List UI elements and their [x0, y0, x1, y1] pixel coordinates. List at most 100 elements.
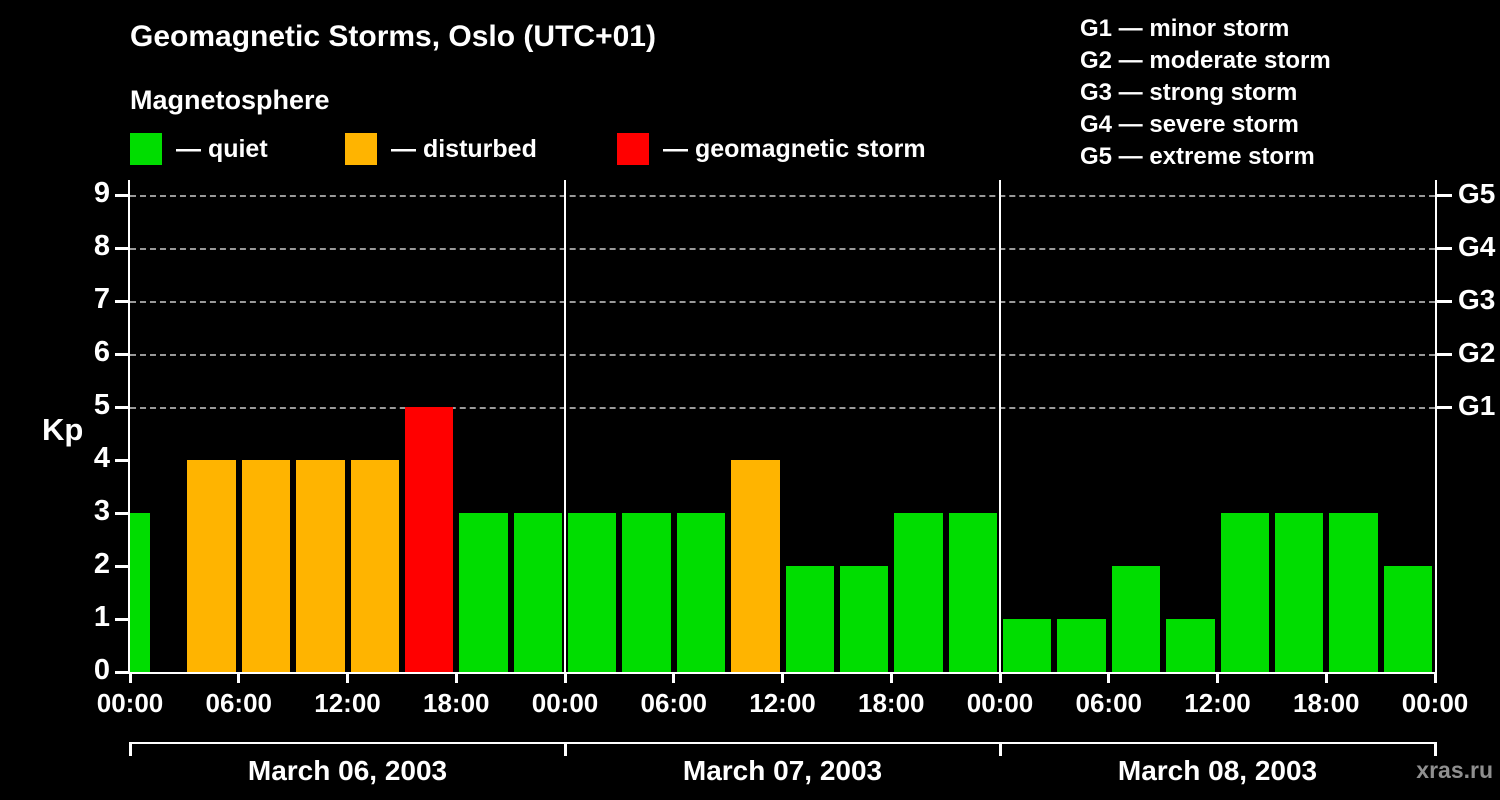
y-tick-mark [115, 564, 130, 568]
kp-bar [130, 513, 150, 672]
g-tick-mark [1437, 299, 1452, 303]
kp-bar [1220, 513, 1269, 672]
quiet-legend-label: — quiet [176, 135, 268, 163]
date-axis-tick [998, 742, 1002, 756]
g-scale-legend-item: G1 — minor storm [1080, 15, 1290, 42]
x-time-label: 06:00 [1075, 688, 1143, 718]
g-axis-label-G2: G2 [1458, 337, 1496, 368]
x-tick-mark [998, 674, 1002, 683]
date-axis-line [130, 742, 1435, 744]
kp-bar [948, 513, 997, 672]
g-axis-label-G4: G4 [1458, 231, 1496, 262]
y-tick-mark [115, 511, 130, 515]
kp-gridline-5 [130, 407, 1435, 409]
x-tick-mark [1216, 674, 1219, 683]
x-time-label: 12:00 [314, 688, 381, 718]
g-tick-mark [1437, 405, 1452, 409]
date-axis-tick [563, 742, 567, 756]
g-scale-legend-item: G4 — severe storm [1080, 111, 1299, 138]
x-tick-mark [128, 674, 132, 683]
y-tick-label-0: 0 [93, 654, 110, 686]
g-scale-legend-item: G3 — strong storm [1080, 79, 1298, 106]
x-tick-mark [672, 674, 676, 683]
x-tick-mark [346, 674, 349, 683]
y-tick-mark [115, 193, 130, 197]
x-tick-mark [781, 674, 784, 683]
x-tick-mark [454, 674, 458, 683]
x-time-label: 18:00 [858, 688, 925, 718]
x-time-label: 00:00 [96, 688, 164, 718]
x-tick-mark [1433, 674, 1437, 683]
y-tick-label-4: 4 [93, 442, 110, 474]
y-tick-label-9: 9 [93, 177, 110, 209]
kp-bar [839, 566, 889, 672]
x-time-label: 18:00 [423, 688, 490, 718]
x-tick-mark [1107, 674, 1111, 683]
g-axis-label-G3: G3 [1458, 284, 1496, 315]
x-tick-mark [237, 674, 241, 683]
y-tick-label-1: 1 [93, 601, 110, 633]
kp-bar [296, 460, 345, 672]
kp-bar [513, 513, 562, 672]
kp-bar [568, 513, 617, 672]
kp-bar [731, 460, 780, 672]
day-boundary-line [564, 180, 566, 672]
day-boundary-line [999, 180, 1001, 672]
kp-gridline-9 [130, 195, 1435, 197]
x-tick-mark [889, 674, 893, 683]
kp-bar [1003, 619, 1052, 672]
y-tick-label-7: 7 [93, 283, 110, 315]
y-tick-mark [115, 617, 130, 621]
kp-gridline-6 [130, 354, 1435, 356]
x-time-label: 12:00 [749, 688, 816, 718]
kp-bar [785, 566, 834, 672]
g-tick-mark [1437, 352, 1452, 356]
kp-bar [622, 513, 671, 672]
kp-bar [676, 513, 726, 672]
x-time-label: 12:00 [1184, 688, 1251, 718]
date-label: March 06, 2003 [247, 755, 448, 786]
x-time-label: 06:00 [205, 688, 273, 718]
y-tick-mark [115, 405, 130, 409]
y-tick-mark [115, 670, 130, 674]
kp-bar [1329, 513, 1378, 672]
date-axis-tick [1433, 742, 1437, 756]
x-time-label: 00:00 [531, 688, 599, 718]
x-time-label: 06:00 [640, 688, 708, 718]
y-tick-label-5: 5 [93, 389, 110, 421]
kp-bar [1057, 619, 1106, 672]
kp-bar [350, 460, 399, 672]
kp-bar-chart-plot-area [128, 180, 1437, 674]
disturbed-legend-label: — disturbed [391, 135, 537, 163]
y-tick-mark [115, 246, 130, 250]
g-tick-mark [1437, 246, 1452, 250]
kp-bar [1111, 566, 1161, 672]
y-tick-label-3: 3 [93, 495, 110, 527]
kp-bar [187, 460, 236, 672]
quiet-color-swatch [130, 133, 162, 165]
kp-bar [894, 513, 943, 672]
g-scale-legend-item: G2 — moderate storm [1080, 47, 1331, 74]
date-axis-tick [128, 742, 132, 756]
x-time-label: 18:00 [1293, 688, 1360, 718]
date-label: March 07, 2003 [682, 755, 883, 786]
kp-axis-label: Kp [42, 412, 84, 447]
disturbed-color-swatch [345, 133, 377, 165]
kp-bar [404, 407, 454, 672]
kp-bar [241, 460, 291, 672]
y-tick-label-8: 8 [93, 230, 110, 262]
kp-bar [1274, 513, 1324, 672]
magnetosphere-subtitle: Magnetosphere [130, 85, 330, 115]
g-axis-label-G1: G1 [1458, 390, 1496, 421]
xras-watermark: xras.ru [1416, 757, 1493, 783]
g-tick-mark [1437, 193, 1452, 197]
g-scale-legend: G1 — minor storm G2 — moderate storm G3 — … [1080, 13, 1331, 173]
storm-legend-label: — geomagnetic storm [663, 135, 926, 163]
y-tick-label-2: 2 [93, 548, 110, 580]
g-scale-legend-item: G5 — extreme storm [1080, 143, 1315, 170]
y-tick-label-6: 6 [93, 336, 110, 368]
x-time-label: 00:00 [1401, 688, 1469, 718]
storm-color-swatch [617, 133, 649, 165]
kp-bar [1383, 566, 1432, 672]
